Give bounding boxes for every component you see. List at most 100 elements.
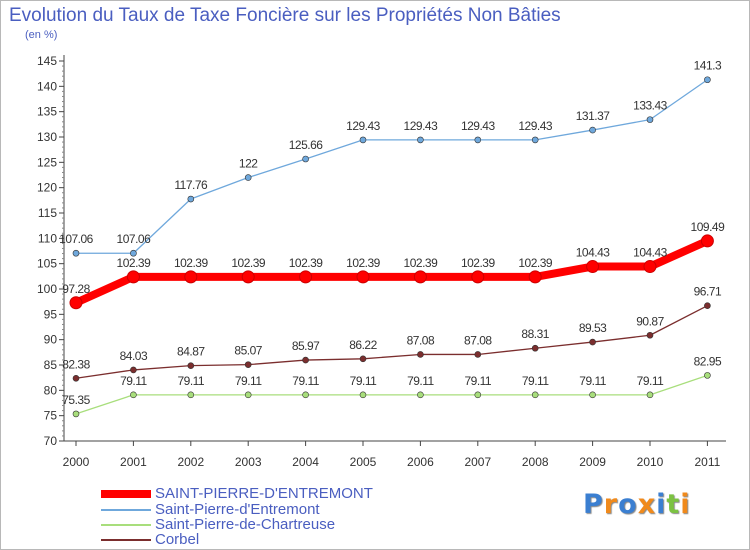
data-point	[704, 372, 711, 379]
logo-letter: o	[618, 489, 638, 520]
data-label: 79.11	[120, 374, 147, 388]
data-point	[244, 174, 252, 181]
legend-swatch	[101, 509, 151, 511]
data-label: 85.97	[292, 339, 320, 353]
data-point	[184, 270, 198, 284]
data-label: 97.28	[62, 282, 90, 296]
logo-letter: r	[603, 489, 619, 520]
data-label: 102.39	[518, 256, 553, 270]
data-point	[589, 338, 596, 346]
data-label: 84.87	[177, 345, 205, 359]
data-point	[72, 249, 80, 257]
logo-letter: t	[666, 489, 681, 520]
data-point	[704, 76, 711, 84]
data-label: 107.06	[117, 232, 152, 246]
y-tick-label: 95	[44, 307, 58, 321]
data-point	[531, 136, 539, 144]
series-line	[75, 374, 709, 415]
y-tick-label: 75	[44, 409, 58, 423]
data-point	[589, 391, 596, 399]
y-tick-label: 120	[37, 181, 57, 195]
series-line	[72, 236, 712, 307]
y-tick-label: 80	[44, 383, 58, 397]
logo-letter: i	[656, 489, 667, 520]
series-line	[75, 79, 709, 254]
data-point	[130, 391, 137, 399]
legend-item-saint-pierre-d-entremont: Saint-Pierre-d'Entremont	[101, 502, 320, 518]
data-label: 129.43	[346, 119, 381, 133]
data-point	[531, 391, 539, 399]
data-point	[187, 195, 195, 203]
y-tick-label: 115	[38, 206, 57, 220]
data-label: 79.11	[407, 374, 434, 388]
x-tick-label: 2006	[407, 455, 434, 469]
data-label: 82.38	[62, 357, 90, 371]
data-point	[413, 270, 427, 284]
legend-item-corbel: Corbel	[101, 532, 199, 548]
data-label: 109.49	[691, 220, 726, 234]
data-point	[474, 391, 482, 399]
data-label: 102.39	[404, 256, 439, 270]
data-label: 102.39	[174, 256, 209, 270]
data-label: 79.11	[522, 374, 549, 388]
x-tick-label: 2004	[292, 455, 319, 469]
y-tick-label: 85	[44, 358, 58, 372]
data-point	[244, 361, 252, 368]
data-point	[646, 116, 654, 123]
data-point	[704, 302, 711, 309]
data-label: 88.31	[521, 327, 549, 341]
data-point	[471, 270, 485, 284]
data-label: 129.43	[518, 119, 553, 133]
data-point	[474, 351, 482, 358]
data-point	[302, 155, 309, 163]
data-label: 104.43	[633, 246, 668, 260]
data-label: 86.22	[349, 338, 377, 352]
data-point	[72, 374, 80, 382]
data-point	[646, 331, 654, 339]
data-label: 125.66	[289, 138, 324, 152]
data-point	[126, 270, 140, 284]
data-label: 79.11	[464, 374, 491, 388]
data-point	[586, 260, 600, 274]
data-label: 79.11	[177, 374, 204, 388]
legend-item-saint-pierre-d-entremont-bold: SAINT-PIERRE-D'ENTREMONT	[101, 486, 373, 502]
x-tick-label: 2003	[235, 455, 262, 469]
data-point	[700, 234, 714, 248]
data-point	[359, 355, 367, 363]
data-label: 87.08	[407, 333, 435, 347]
data-label: 129.43	[461, 119, 496, 133]
data-label: 79.11	[292, 374, 319, 388]
logo-letter: x	[637, 489, 657, 520]
data-label: 96.71	[694, 285, 722, 299]
data-label: 141.3	[694, 59, 722, 73]
legend-label: SAINT-PIERRE-D'ENTREMONT	[155, 485, 373, 502]
data-point	[244, 391, 252, 399]
legend-swatch	[101, 524, 151, 526]
legend-label: Saint-Pierre-de-Chartreuse	[155, 516, 336, 533]
data-label: 129.43	[404, 119, 439, 133]
logo-letter: i	[680, 489, 691, 520]
data-label: 122	[239, 157, 258, 171]
data-point	[241, 270, 255, 284]
data-label: 82.95	[694, 354, 722, 368]
series-line	[75, 305, 709, 379]
data-point	[531, 344, 539, 352]
chart-title: Evolution du Taux de Taxe Foncière sur l…	[9, 5, 561, 26]
x-tick-label: 2010	[637, 455, 664, 469]
data-point	[417, 391, 424, 399]
data-point	[72, 410, 80, 418]
y-axis-unit: (en %)	[25, 29, 58, 41]
data-point	[643, 260, 657, 274]
data-label: 87.08	[464, 333, 492, 347]
data-label: 79.11	[350, 374, 377, 388]
data-label: 102.39	[346, 256, 381, 270]
data-label: 102.39	[289, 256, 324, 270]
data-point	[130, 366, 137, 374]
data-label: 107.06	[59, 232, 94, 246]
data-label: 102.39	[231, 256, 266, 270]
data-point	[359, 136, 367, 144]
data-point	[69, 296, 83, 310]
data-point	[417, 136, 424, 144]
data-label: 131.37	[576, 109, 611, 123]
